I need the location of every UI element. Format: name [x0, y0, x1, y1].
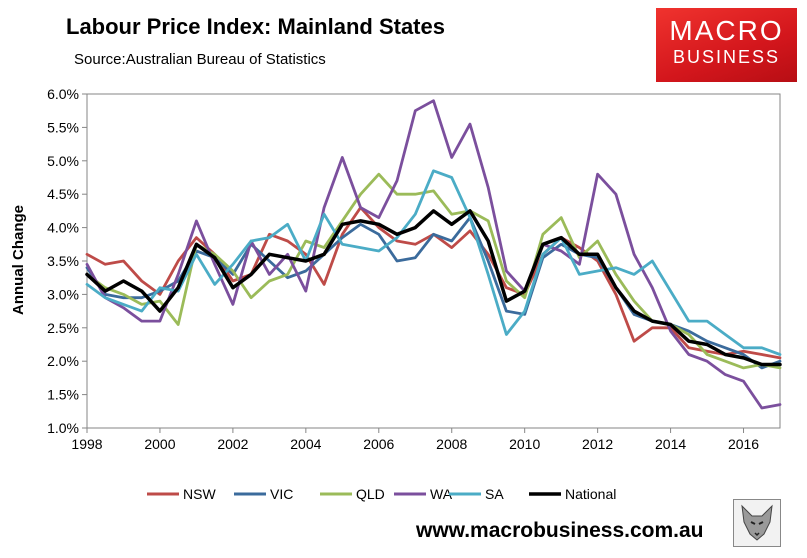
legend-label-nsw: NSW	[183, 486, 216, 502]
legend-label-vic: VIC	[270, 486, 293, 502]
y-tick-label: 3.0%	[47, 286, 79, 302]
fox-mascot-icon	[733, 499, 781, 547]
y-tick-label: 5.0%	[47, 153, 79, 169]
y-tick-label: 1.0%	[47, 420, 79, 436]
legend: NSW VIC QLD WA SA National	[147, 486, 616, 502]
x-tick-label: 2008	[436, 436, 467, 452]
x-tick-label: 2010	[509, 436, 540, 452]
x-tick-label: 1998	[71, 436, 102, 452]
legend-label-qld: QLD	[356, 486, 385, 502]
y-tick-label: 2.0%	[47, 353, 79, 369]
legend-label-sa: SA	[485, 486, 504, 502]
series-line-nsw	[85, 206, 782, 360]
series-lines	[85, 99, 782, 410]
logo-line-1: MACRO	[669, 15, 784, 46]
y-axis-label: Annual Change	[10, 205, 27, 315]
x-tick-label: 2006	[363, 436, 394, 452]
chart-source: Source:Australian Bureau of Statistics	[74, 51, 326, 68]
y-tick-label: 2.5%	[47, 320, 79, 336]
y-tick-label: 5.5%	[47, 119, 79, 135]
y-tick-label: 6.0%	[47, 86, 79, 102]
y-tick-label: 3.5%	[47, 253, 79, 269]
website-url[interactable]: www.macrobusiness.com.au	[416, 519, 704, 542]
macrobusiness-logo: MACRO BUSINESS	[656, 8, 797, 82]
x-axis-ticks: 1998 2000 2002 2004 2006 2008 2010 2012 2014 2016	[71, 428, 759, 452]
logo-line-2: BUSINESS	[672, 47, 781, 67]
x-tick-label: 2012	[582, 436, 613, 452]
x-tick-label: 2004	[290, 436, 321, 452]
y-tick-label: 4.5%	[47, 186, 79, 202]
y-axis-ticks: 1.0% 1.5% 2.0% 2.5% 3.0% 3.5% 4.0% 4.5% 5.0% 5.5%…	[47, 86, 87, 436]
x-tick-label: 2016	[728, 436, 759, 452]
x-tick-label: 2014	[655, 436, 686, 452]
series-line-national	[85, 209, 782, 367]
y-tick-label: 4.0%	[47, 220, 79, 236]
chart-title: Labour Price Index: Mainland States	[66, 14, 445, 39]
series-line-sa	[85, 169, 782, 356]
y-tick-label: 1.5%	[47, 387, 79, 403]
series-line-wa	[85, 99, 782, 410]
legend-label-national: National	[565, 486, 616, 502]
x-tick-label: 2002	[217, 436, 248, 452]
x-tick-label: 2000	[144, 436, 175, 452]
legend-label-wa: WA	[430, 486, 453, 502]
